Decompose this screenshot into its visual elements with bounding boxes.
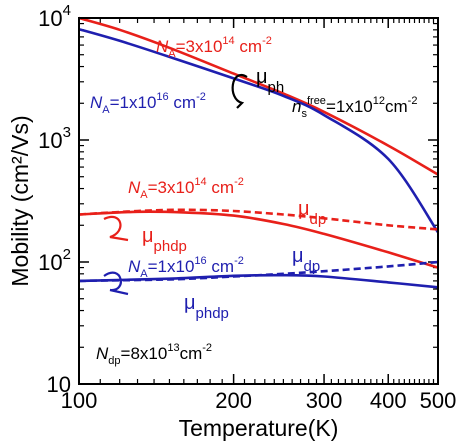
annotation-mu-phdp-blue: μphdp xyxy=(184,292,229,322)
y-tick-label: 103 xyxy=(38,124,71,153)
annotation-na-red-mid: NA=3x1014 cm-2 xyxy=(128,176,244,201)
annotation-mu-dp-blue: μdp xyxy=(292,245,320,275)
tick-labels: 100 200 300 400 500 10 102 103 104 xyxy=(38,2,456,413)
x-tick-label: 200 xyxy=(215,388,252,413)
series-lines xyxy=(78,16,440,289)
series-line-0 xyxy=(78,16,439,176)
x-axis-label: Temperature(K) xyxy=(179,415,339,441)
series-line-4 xyxy=(78,260,439,283)
annotation-na-blue-top: NA=1x1016 cm-2 xyxy=(90,91,206,116)
annotation-mu-ph: μph xyxy=(256,66,284,96)
x-tick-label: 100 xyxy=(61,388,98,413)
annotation-mu-dp-red: μdp xyxy=(298,198,326,228)
x-tick-label: 400 xyxy=(370,388,407,413)
series-brackets xyxy=(103,74,248,296)
annotation-ndp: Ndp=8x1013cm-2 xyxy=(96,342,212,367)
annotations: NA=3x1014 cm-2 NA=1x1016 cm-2 μph nsfree=1x… xyxy=(90,35,417,367)
x-tick-label: 500 xyxy=(420,388,457,413)
y-tick-label: 104 xyxy=(38,2,71,31)
annotation-mu-phdp-red: μphdp xyxy=(142,225,187,255)
plot-frame xyxy=(78,17,439,385)
bracket-blue-pair xyxy=(103,271,129,296)
annotation-na-red-top: NA=3x1014 cm-2 xyxy=(156,35,272,60)
series-line-5 xyxy=(78,273,439,289)
series-line-1 xyxy=(78,27,440,234)
bracket-mu-ph xyxy=(231,74,248,109)
x-tick-label: 300 xyxy=(306,388,343,413)
y-tick-label: 10 xyxy=(47,372,71,397)
bracket-red-pair xyxy=(103,215,129,242)
annotation-na-blue-low: NA=1x1016 cm-2 xyxy=(128,255,244,280)
series-line-3 xyxy=(78,210,439,269)
y-tick-label: 102 xyxy=(38,246,71,275)
annotation-ns-free: nsfree=1x1012cm-2 xyxy=(292,95,417,120)
y-axis-label: Mobility (cm²/Vs) xyxy=(7,115,33,286)
